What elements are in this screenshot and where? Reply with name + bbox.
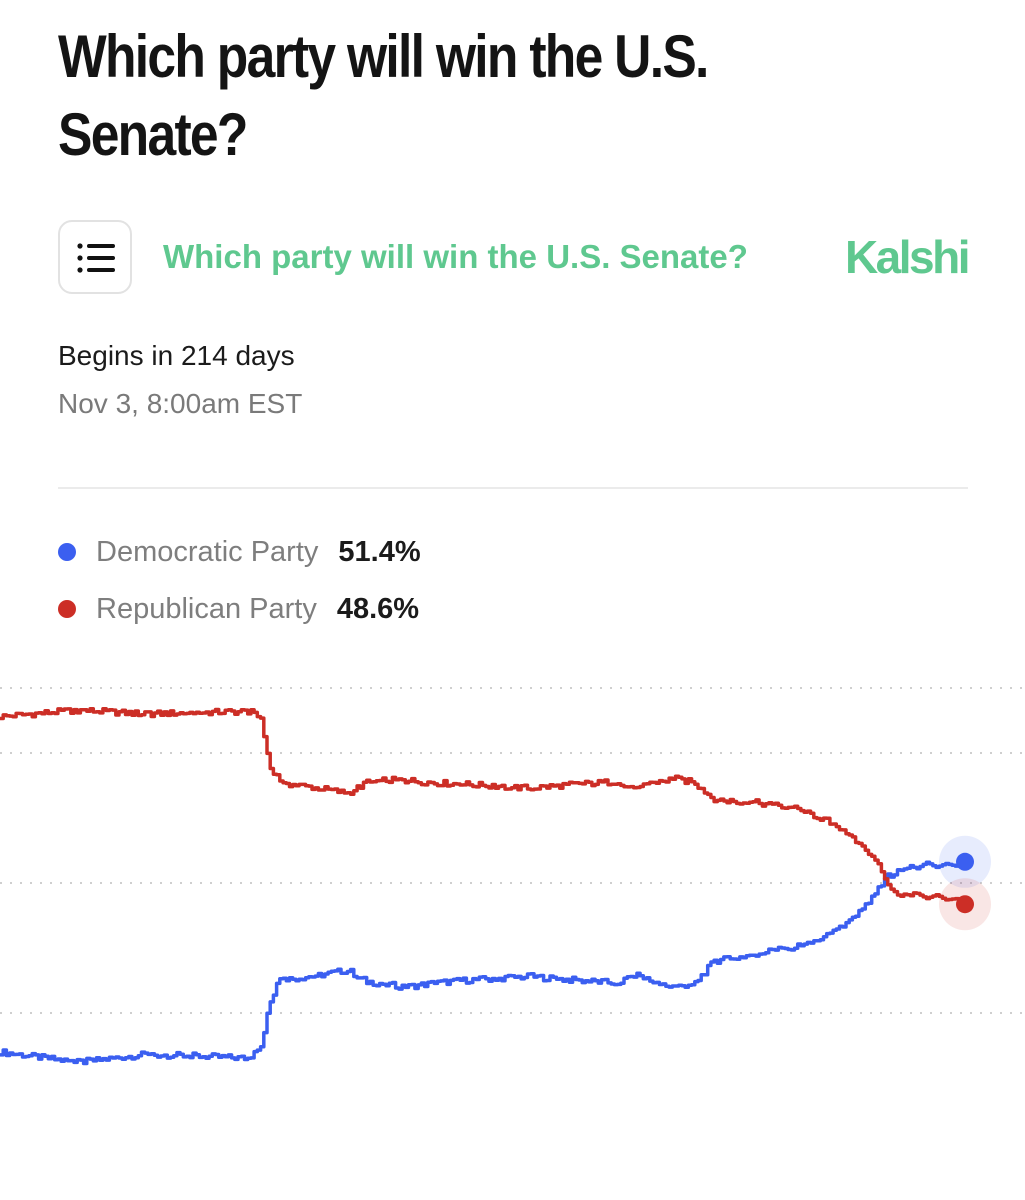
begins-countdown: Begins in 214 days <box>58 340 295 371</box>
legend-item-republican: Republican Party 48.6% <box>58 589 419 629</box>
kalshi-logo[interactable]: Kalshi <box>844 231 971 283</box>
probability-chart[interactable] <box>0 640 1025 1160</box>
series-line-democratic <box>0 860 967 1066</box>
series-line-republican <box>0 706 967 903</box>
legend-name: Republican Party <box>96 592 317 625</box>
market-title-link[interactable]: Which party will win the U.S. Senate? <box>163 238 748 275</box>
republican-dot-icon <box>58 600 76 618</box>
divider <box>58 487 968 489</box>
event-date: Nov 3, 8:00am EST <box>58 388 303 419</box>
page-title: Which party will win the U.S. Senate? <box>58 23 709 168</box>
endpoint-dot-democratic <box>956 852 974 871</box>
legend-item-democratic: Democratic Party 51.4% <box>58 532 421 572</box>
legend-name: Democratic Party <box>96 535 319 568</box>
menu-button[interactable] <box>58 220 132 294</box>
democratic-dot-icon <box>58 543 76 561</box>
legend-value: 51.4% <box>338 535 421 568</box>
legend-value: 48.6% <box>336 592 420 625</box>
endpoint-dot-republican <box>956 895 974 914</box>
list-icon <box>77 243 115 273</box>
market-embed-header: Which party will win the U.S. Senate? Ka… <box>58 220 971 298</box>
